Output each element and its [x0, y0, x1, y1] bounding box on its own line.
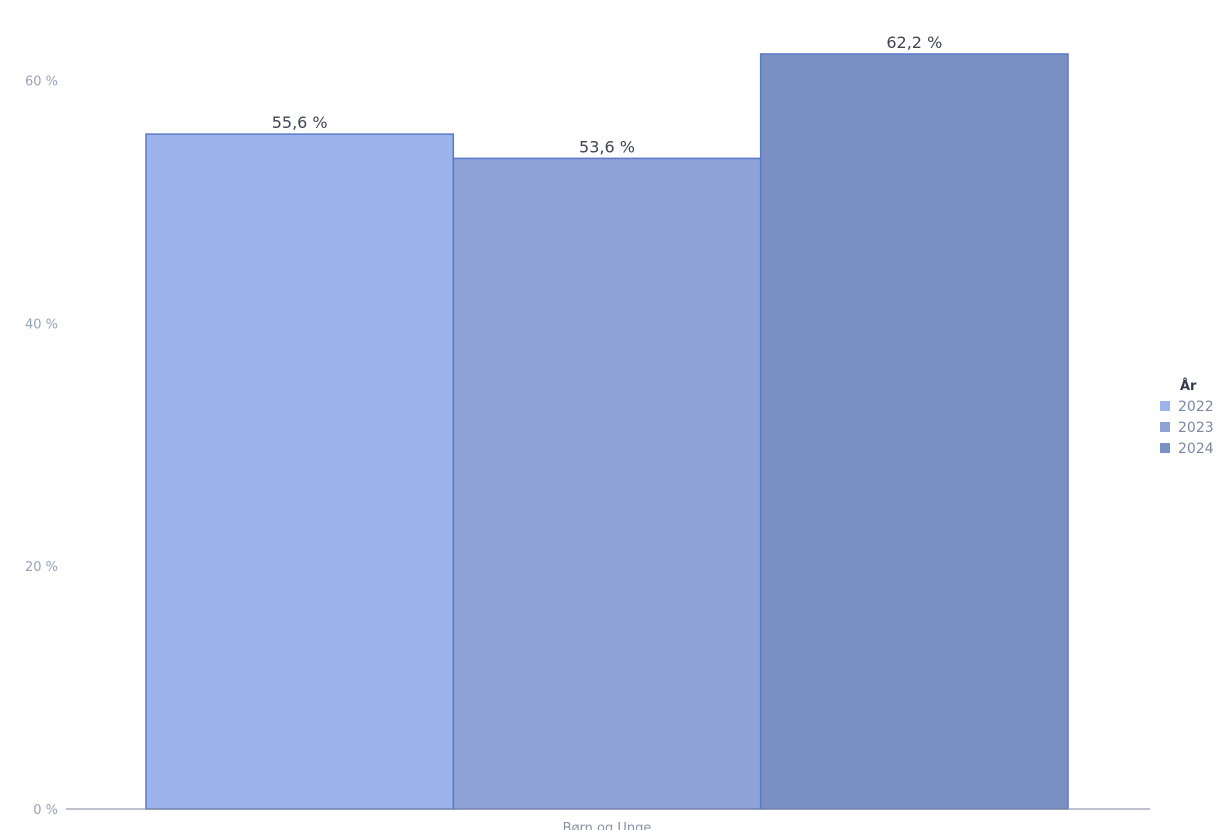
- data-label-2023: 53,6 %: [579, 137, 635, 156]
- legend-swatch-2024: [1160, 443, 1170, 453]
- y-tick-label: 40 %: [25, 317, 58, 332]
- bar-2022[interactable]: [145, 133, 455, 810]
- y-axis: 0 % 20 % 40 % 60 %: [25, 75, 58, 818]
- bar-2023[interactable]: [452, 157, 762, 810]
- legend-item-2022[interactable]: 2022: [1178, 399, 1214, 415]
- legend[interactable]: År 2022 2023 2024: [1160, 378, 1214, 457]
- y-tick-label: 0 %: [33, 803, 58, 818]
- bars: [145, 53, 1069, 810]
- data-label-2022: 55,6 %: [272, 113, 328, 132]
- legend-swatch-2022: [1160, 401, 1170, 411]
- bar-2024[interactable]: [759, 53, 1069, 810]
- data-labels: 55,6 % 53,6 % 62,2 %: [272, 33, 943, 156]
- legend-title: År: [1180, 378, 1197, 394]
- legend-item-2024[interactable]: 2024: [1178, 441, 1214, 457]
- y-tick-label: 60 %: [25, 75, 58, 90]
- x-category-label: Børn og Unge: [563, 821, 652, 830]
- legend-item-2023[interactable]: 2023: [1178, 420, 1214, 436]
- data-label-2024: 62,2 %: [886, 33, 942, 52]
- legend-swatch-2023: [1160, 422, 1170, 432]
- x-axis: Børn og Unge: [563, 821, 652, 830]
- y-tick-label: 20 %: [25, 560, 58, 575]
